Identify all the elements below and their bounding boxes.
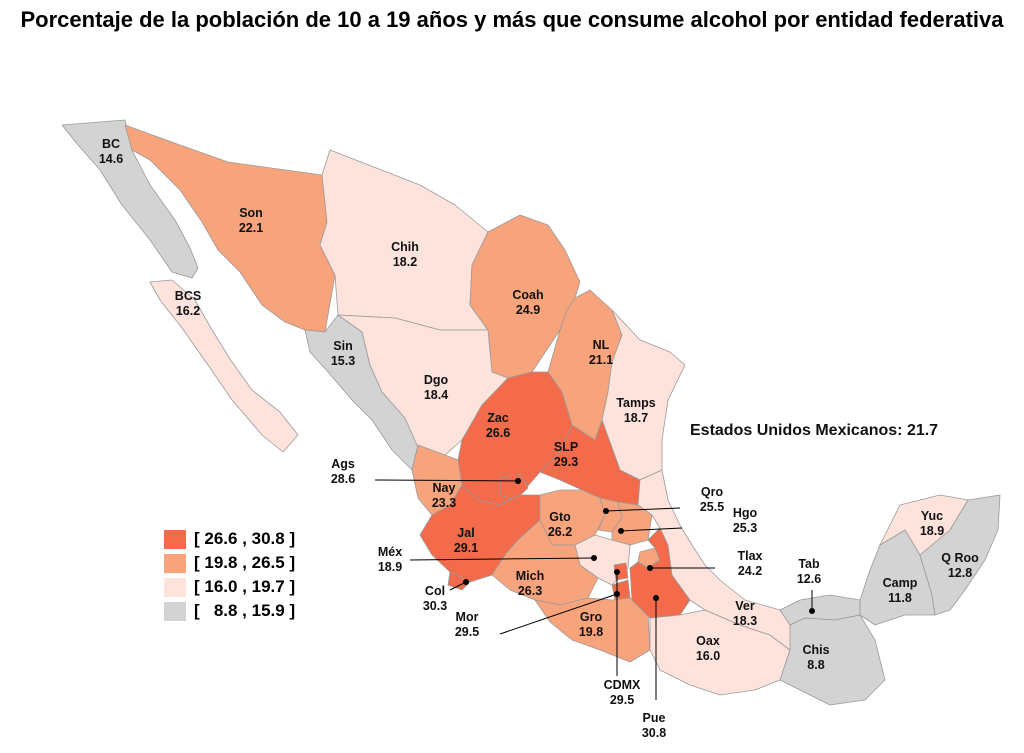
label-gto: Gto 26.2 [548, 510, 572, 539]
label-tlax: Tlax 24.2 [737, 549, 762, 578]
label-son: Son 22.1 [239, 206, 263, 235]
label-dgo: Dgo 18.4 [424, 373, 449, 402]
leader-dot-col [463, 579, 469, 585]
leader-dot-pue [653, 595, 659, 601]
label-bc: BC 14.6 [99, 137, 123, 166]
legend-label: [ 26.6 , 30.8 ] [194, 529, 296, 548]
legend-label: [ 8.8 , 15.9 ] [194, 601, 296, 620]
state-bc [61, 119, 199, 279]
label-chis: Chis 8.8 [802, 643, 829, 672]
legend-row: [ 19.8 , 26.5 ] [164, 551, 295, 575]
label-oax: Oax 16.0 [696, 634, 720, 663]
leader-dot-mex [591, 555, 597, 561]
legend-swatch [164, 529, 186, 549]
legend-row: [ 26.6 , 30.8 ] [164, 527, 295, 551]
legend-label: [ 19.8 , 26.5 ] [194, 553, 296, 572]
label-qro: Qro 25.5 [700, 485, 724, 514]
leader-mor [499, 593, 618, 635]
legend: [ 26.6 , 30.8 ] [ 19.8 , 26.5 ] [ 16.0 ,… [164, 527, 295, 623]
state-chis [779, 614, 886, 706]
state-mor [611, 579, 631, 601]
leader-qro [605, 507, 681, 512]
label-ver: Ver 18.3 [733, 599, 757, 628]
state-qroo [919, 494, 1001, 616]
label-sin: Sin 15.3 [331, 339, 355, 368]
label-bcs: BCS 16.2 [175, 289, 201, 318]
leader-dot-tab [809, 608, 815, 614]
label-slp: SLP 29.3 [554, 440, 578, 469]
national-average: Estados Unidos Mexicanos: 21.7 [690, 422, 939, 439]
label-cdmx: CDMX 29.5 [604, 678, 641, 707]
leader-dot-cdmx [614, 569, 620, 575]
legend-swatch [164, 553, 186, 573]
label-col: Col 30.3 [423, 584, 447, 613]
label-ags: Ags 28.6 [331, 457, 355, 486]
legend-label: [ 16.0 , 19.7 ] [194, 577, 296, 596]
label-zac: Zac 26.6 [486, 411, 510, 440]
label-camp: Camp 11.8 [883, 576, 918, 605]
leader-dot-ags [515, 478, 521, 484]
label-coah: Coah 24.9 [512, 288, 543, 317]
legend-swatch [164, 577, 186, 597]
label-gro: Gro 19.8 [579, 610, 603, 639]
label-tab: Tab 12.6 [797, 557, 821, 586]
label-mor: Mor 29.5 [455, 610, 479, 639]
label-qroo: Q Roo 12.8 [941, 551, 979, 580]
label-pue: Pue 30.8 [642, 711, 666, 740]
state-bcs [149, 279, 299, 453]
leader-hgo [620, 527, 683, 532]
leader-mex [409, 557, 595, 561]
label-mich: Mich 26.3 [516, 569, 544, 598]
map-title: Porcentaje de la población de 10 a 19 añ… [20, 7, 1004, 32]
label-nl: NL 21.1 [589, 338, 613, 367]
label-nay: Nay 23.3 [432, 481, 456, 510]
label-hgo: Hgo 25.3 [733, 506, 758, 535]
label-tamps: Tamps 18.7 [616, 396, 655, 425]
state-col [447, 571, 471, 591]
state-son [124, 124, 336, 333]
leader-ags [374, 479, 519, 482]
legend-swatch [164, 601, 186, 621]
leader-dot-hgo [618, 528, 624, 534]
state-mich [491, 519, 599, 606]
leader-dot-tlax [647, 565, 653, 571]
label-yuc: Yuc 18.9 [920, 509, 944, 538]
label-mex: Méx 18.9 [378, 545, 402, 574]
label-chih: Chih 18.2 [391, 240, 419, 269]
legend-row: [ 8.8 , 15.9 ] [164, 599, 295, 623]
state-gro [534, 597, 651, 663]
label-jal: Jal 29.1 [454, 526, 478, 555]
legend-row: [ 16.0 , 19.7 ] [164, 575, 295, 599]
leader-dot-qro [603, 508, 609, 514]
